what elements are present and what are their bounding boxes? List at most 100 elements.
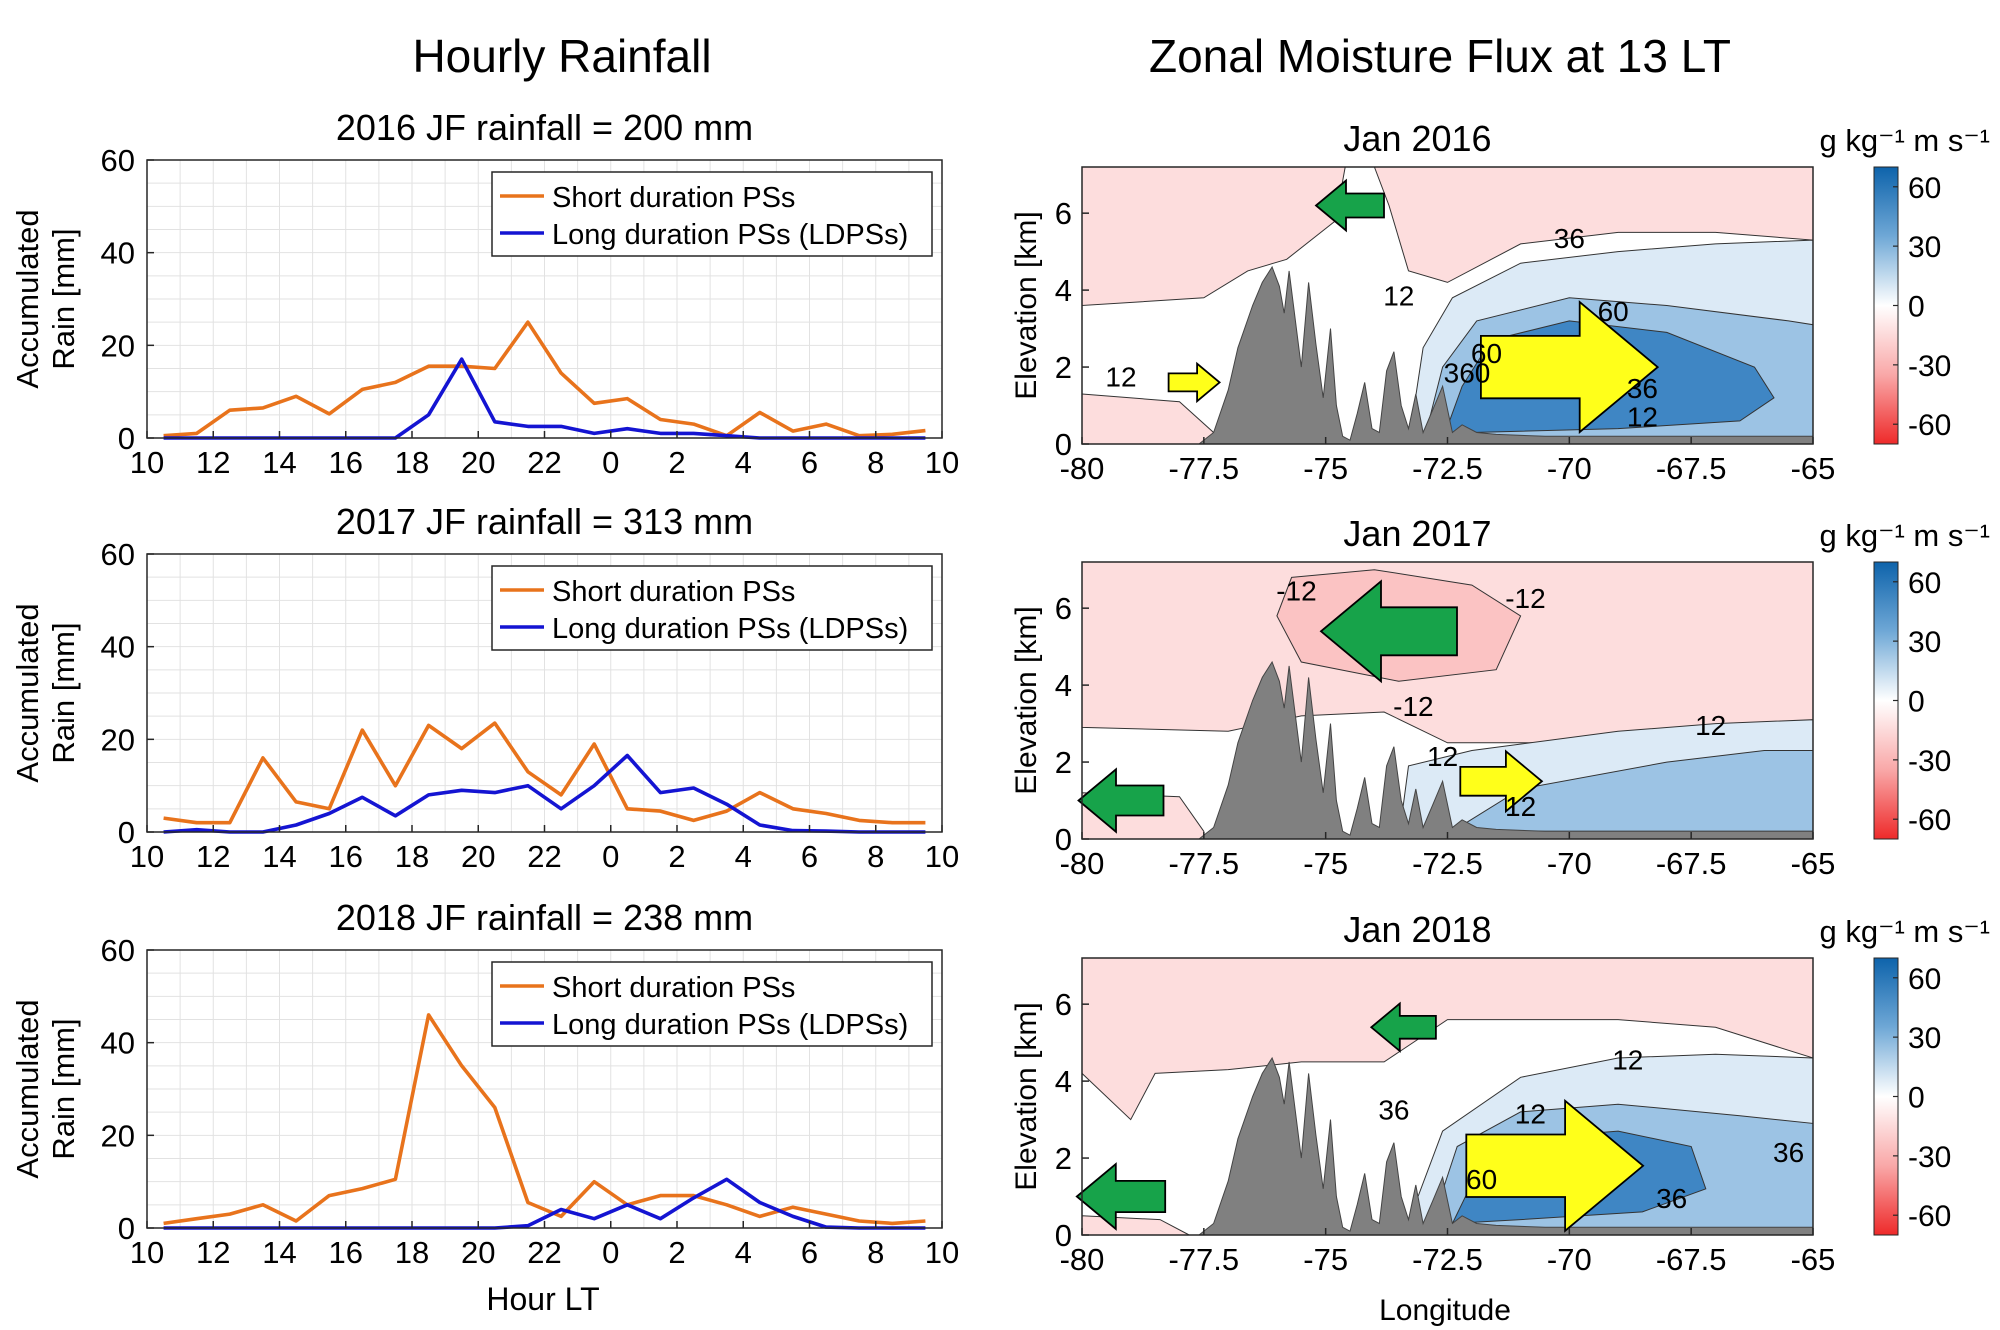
y-axis-label-line1: Accumulated bbox=[10, 603, 45, 782]
contour-label: 36 bbox=[1627, 373, 1658, 404]
x-tick-label: -75 bbox=[1303, 451, 1348, 486]
y-tick-label: 0 bbox=[1055, 1218, 1072, 1253]
x-tick-label: -80 bbox=[1060, 1242, 1105, 1277]
x-tick-label: 20 bbox=[461, 1235, 495, 1270]
right-figure-title: Zonal Moisture Flux at 13 LT bbox=[1149, 30, 1731, 82]
contour-label: 60 bbox=[1471, 338, 1502, 369]
series-line-short-duration bbox=[163, 721, 926, 825]
contour-label: 36 bbox=[1656, 1183, 1687, 1214]
x-tick-label: 20 bbox=[461, 445, 495, 480]
y-tick-label: 2 bbox=[1055, 745, 1072, 780]
x-tick-label: 16 bbox=[329, 1235, 363, 1270]
colorbar-tick-label: -30 bbox=[1908, 350, 1951, 383]
legend-label-short: Short duration PSs bbox=[552, 972, 795, 1004]
x-tick-label: -72.5 bbox=[1412, 846, 1483, 881]
westward-flux-arrow bbox=[1077, 767, 1165, 834]
x-tick-label: 16 bbox=[329, 445, 363, 480]
westward-flux-arrow bbox=[1314, 178, 1385, 233]
y-tick-label: 20 bbox=[101, 1118, 135, 1153]
terrain bbox=[1197, 660, 1814, 840]
westward-flux-arrow bbox=[1319, 579, 1458, 684]
y-axis-label-line1: Accumulated bbox=[10, 209, 45, 388]
contour-label: -12 bbox=[1276, 575, 1316, 606]
x-tick-label: -67.5 bbox=[1656, 846, 1727, 881]
x-tick-label: -67.5 bbox=[1656, 1242, 1727, 1277]
y-axis-label-line2: Rain [mm] bbox=[46, 1018, 81, 1159]
y-tick-label: 2 bbox=[1055, 350, 1072, 385]
y-tick-label: 2 bbox=[1055, 1141, 1072, 1176]
x-tick-label: 4 bbox=[735, 839, 752, 874]
panel-title: Jan 2016 bbox=[1343, 118, 1491, 159]
x-tick-label: -70 bbox=[1547, 451, 1592, 486]
y-tick-label: 40 bbox=[101, 236, 135, 271]
y-tick-label: 0 bbox=[1055, 427, 1072, 462]
panel-title: Jan 2018 bbox=[1343, 909, 1491, 950]
x-tick-label: 2 bbox=[668, 445, 685, 480]
contour-label: 36 bbox=[1554, 223, 1585, 254]
contour-label: -12 bbox=[1505, 583, 1545, 614]
colorbar-label: g kg⁻¹ m s⁻¹ bbox=[1819, 914, 1990, 949]
x-tick-label: 10 bbox=[925, 445, 959, 480]
y-tick-label: 4 bbox=[1055, 668, 1072, 703]
legend-label-long: Long duration PSs (LDPSs) bbox=[552, 219, 908, 251]
contour-label: 12 bbox=[1695, 710, 1726, 741]
x-tick-label: 10 bbox=[925, 1235, 959, 1270]
x-tick-label: 8 bbox=[867, 839, 884, 874]
y-tick-label: 6 bbox=[1055, 196, 1072, 231]
x-tick-label: 10 bbox=[130, 839, 164, 874]
colorbar-label: g kg⁻¹ m s⁻¹ bbox=[1819, 518, 1990, 553]
contour-label: 12 bbox=[1627, 402, 1658, 433]
x-tick-label: 2 bbox=[668, 839, 685, 874]
y-axis-label: Elevation [km] bbox=[1010, 606, 1043, 794]
terrain bbox=[1197, 1056, 1814, 1236]
x-tick-label: -70 bbox=[1547, 846, 1592, 881]
x-tick-label: 22 bbox=[527, 445, 561, 480]
colorbar-tick-label: -60 bbox=[1908, 804, 1951, 837]
contour-label: 12 bbox=[1105, 361, 1136, 392]
x-tick-label: 10 bbox=[130, 445, 164, 480]
x-tick-label: -80 bbox=[1060, 451, 1105, 486]
y-tick-label: 40 bbox=[101, 630, 135, 665]
x-tick-label: 14 bbox=[262, 1235, 296, 1270]
x-tick-label: -65 bbox=[1791, 846, 1836, 881]
eastward-flux-arrow bbox=[1480, 300, 1660, 435]
x-tick-label: -72.5 bbox=[1412, 451, 1483, 486]
colorbar-label: g kg⁻¹ m s⁻¹ bbox=[1819, 123, 1990, 158]
contour-label: 36 bbox=[1773, 1137, 1804, 1168]
panel-title: 2018 JF rainfall = 238 mm bbox=[336, 897, 753, 938]
x-tick-label: 6 bbox=[801, 445, 818, 480]
x-tick-label: 10 bbox=[130, 1235, 164, 1270]
x-tick-label: 18 bbox=[395, 1235, 429, 1270]
colorbar-tick-label: -30 bbox=[1908, 1141, 1951, 1174]
y-axis-label-line2: Rain [mm] bbox=[46, 228, 81, 369]
y-tick-label: 0 bbox=[118, 815, 135, 850]
series-line-short-duration bbox=[163, 1013, 926, 1226]
x-tick-label: 0 bbox=[602, 839, 619, 874]
x-tick-label: 20 bbox=[461, 839, 495, 874]
contour-label: 12 bbox=[1383, 281, 1414, 312]
x-tick-label: -65 bbox=[1791, 451, 1836, 486]
x-tick-label: -72.5 bbox=[1412, 1242, 1483, 1277]
x-tick-label: 12 bbox=[196, 839, 230, 874]
x-tick-label: 6 bbox=[801, 839, 818, 874]
eastward-flux-arrow bbox=[1465, 1098, 1645, 1233]
rain-x-axis-label: Hour LT bbox=[486, 1281, 599, 1317]
x-tick-label: 6 bbox=[801, 1235, 818, 1270]
x-tick-label: -65 bbox=[1791, 1242, 1836, 1277]
x-tick-label: 22 bbox=[527, 1235, 561, 1270]
x-tick-label: 18 bbox=[395, 839, 429, 874]
x-tick-label: -70 bbox=[1547, 1242, 1592, 1277]
contour-label: 36 bbox=[1378, 1095, 1409, 1126]
y-axis-label: Elevation [km] bbox=[1010, 211, 1043, 399]
contour-label: 12 bbox=[1612, 1045, 1643, 1076]
westward-flux-arrow bbox=[1075, 1162, 1167, 1231]
y-tick-label: 0 bbox=[118, 421, 135, 456]
y-axis-label-line2: Rain [mm] bbox=[46, 622, 81, 763]
series-line-long-duration bbox=[163, 753, 926, 834]
y-tick-label: 0 bbox=[1055, 822, 1072, 857]
